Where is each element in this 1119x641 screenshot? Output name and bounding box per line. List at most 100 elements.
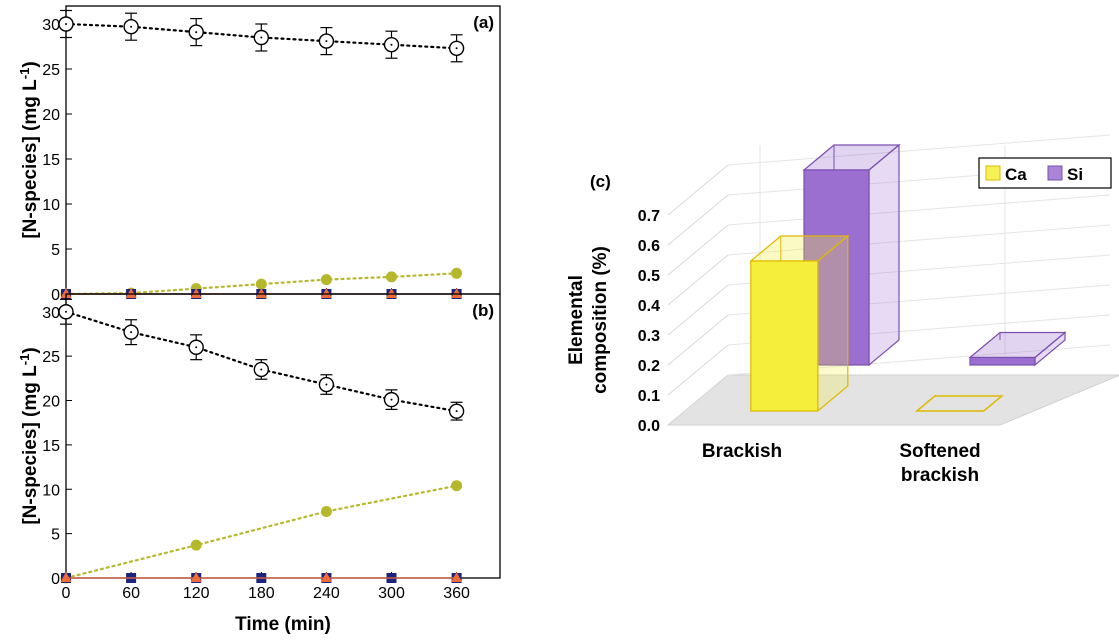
data-point bbox=[125, 288, 137, 298]
series-open-circle bbox=[58, 9, 465, 63]
y-tick-label: 0.2 bbox=[638, 358, 660, 375]
depth-gridline bbox=[667, 194, 729, 246]
depth-gridline bbox=[667, 254, 729, 306]
category-label: Softened bbox=[899, 441, 980, 462]
y-tick-label: 25 bbox=[42, 349, 60, 366]
plot-frame-a bbox=[65, 5, 501, 295]
data-point-center bbox=[130, 25, 133, 28]
legend-label-si: Si bbox=[1067, 165, 1083, 184]
legend-swatch-si bbox=[1047, 165, 1063, 181]
legend-swatch-ca bbox=[985, 165, 1001, 181]
category-label: Brackish bbox=[702, 441, 782, 462]
bar-si-softened bbox=[968, 331, 1067, 367]
data-point bbox=[255, 288, 267, 298]
y-tick-label: 5 bbox=[51, 242, 60, 259]
data-point-center bbox=[65, 310, 67, 313]
y-axis-label-line2: composition (%) bbox=[590, 246, 611, 394]
y-tick-label: 20 bbox=[42, 107, 60, 124]
panel-c-chart: 0.0 0.1 0.2 0.3 0.4 0.5 0.6 0.7 Elemental composi… bbox=[566, 134, 1119, 486]
data-point-center bbox=[325, 383, 328, 386]
bar-outline bbox=[914, 395, 1004, 412]
data-point-center bbox=[260, 36, 263, 39]
back-gridline bbox=[727, 194, 1111, 226]
y-axis-label-line1: Elemental bbox=[566, 275, 587, 365]
y-axis-label: [N-species] (mg L-1) bbox=[17, 61, 41, 238]
data-point bbox=[60, 572, 72, 582]
y-axis-label: [N-species] (mg L-1) bbox=[17, 347, 41, 524]
data-point bbox=[320, 505, 332, 517]
y-tick-label: 10 bbox=[42, 482, 60, 499]
panel-label-c: (c) bbox=[590, 172, 611, 191]
data-point-center bbox=[390, 43, 393, 46]
y-tick-label: 0 bbox=[51, 571, 60, 588]
y-tick-label: 30 bbox=[42, 305, 60, 322]
data-point bbox=[320, 572, 332, 582]
data-point-center bbox=[130, 331, 133, 334]
depth-gridline bbox=[667, 284, 729, 336]
series-open-circle bbox=[58, 298, 465, 421]
data-point-center bbox=[195, 31, 198, 34]
depth-gridline bbox=[667, 314, 729, 366]
legend-box bbox=[978, 157, 1112, 189]
bar-top bbox=[968, 331, 1067, 359]
series-line bbox=[64, 484, 458, 580]
depth-gridline bbox=[667, 224, 729, 276]
data-point bbox=[451, 480, 463, 492]
series-filled-triangle bbox=[60, 572, 463, 582]
data-point-center bbox=[455, 410, 458, 413]
data-point-center bbox=[325, 40, 328, 43]
data-point bbox=[451, 267, 463, 279]
depth-gridline bbox=[667, 164, 729, 216]
y-tick-label: 20 bbox=[42, 394, 60, 411]
category-label: brackish bbox=[901, 465, 979, 486]
data-point bbox=[386, 288, 397, 298]
y-tick-label: 0.0 bbox=[638, 418, 660, 435]
bar-side bbox=[817, 234, 849, 413]
back-wall-grid bbox=[667, 134, 1111, 426]
data-point bbox=[190, 572, 202, 582]
x-axis-label: Time (min) bbox=[235, 614, 331, 635]
data-point-center bbox=[195, 346, 198, 349]
data-point bbox=[320, 274, 332, 286]
data-point bbox=[190, 539, 202, 551]
y-tick-label: 0.7 bbox=[638, 208, 660, 225]
depth-gridline bbox=[667, 344, 729, 396]
legend-label-ca: Ca bbox=[1005, 165, 1027, 184]
y-tick-label: 0.4 bbox=[638, 298, 660, 315]
y-tick-label: 10 bbox=[42, 197, 60, 214]
y-tick-label: 15 bbox=[42, 152, 60, 169]
y-tick-label: 0.1 bbox=[638, 388, 660, 405]
back-gridline bbox=[727, 134, 1111, 166]
data-point bbox=[451, 288, 463, 298]
x-tick-label: 0 bbox=[62, 585, 71, 602]
bar-side bbox=[868, 143, 900, 367]
bar-ca-brackish bbox=[749, 234, 850, 413]
series-filled-circle bbox=[60, 480, 463, 584]
panel-label-b: (b) bbox=[472, 301, 494, 320]
x-tick-label: 360 bbox=[443, 585, 470, 602]
y-tick-label: 0.5 bbox=[638, 268, 660, 285]
data-point bbox=[320, 288, 332, 298]
y-tick-label: 0.6 bbox=[638, 238, 660, 255]
y-tick-label: 30 bbox=[42, 17, 60, 34]
depth-gridline bbox=[667, 374, 729, 426]
data-point bbox=[190, 288, 202, 298]
back-gridline bbox=[727, 224, 1111, 256]
bar-front bbox=[750, 260, 819, 412]
legend: Ca Si bbox=[978, 157, 1112, 189]
data-point-center bbox=[260, 368, 263, 371]
x-tick-label: 60 bbox=[122, 585, 140, 602]
y-tick-label: 15 bbox=[42, 438, 60, 455]
data-point-center bbox=[65, 23, 67, 25]
x-tick-label: 300 bbox=[378, 585, 405, 602]
data-point-center bbox=[455, 47, 458, 50]
panel-label-a: (a) bbox=[473, 13, 494, 32]
data-point-center bbox=[390, 398, 393, 401]
y-tick-label: 25 bbox=[42, 62, 60, 79]
y-tick-label: 0.3 bbox=[638, 328, 660, 345]
x-tick-label: 120 bbox=[183, 585, 210, 602]
x-tick-label: 240 bbox=[313, 585, 340, 602]
floor bbox=[666, 374, 1119, 426]
